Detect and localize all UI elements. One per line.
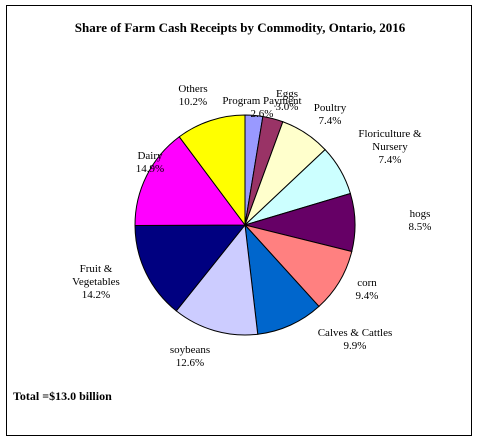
slice-value-label: 3.0% [275,101,299,113]
pie-slice [178,114,246,227]
slice-label: corn [357,277,377,289]
slice-value-label: 10.2% [178,96,208,108]
slice-value-label: 9.4% [355,290,379,302]
slice-value-label: 7.4% [318,115,342,127]
slice-value-label: 7.4% [378,154,402,166]
total-annotation: Total =$13.0 billion [13,389,112,403]
slice-label: Program Payment [222,95,302,107]
slice-value-label: 9.9% [343,340,367,352]
slice-value-label: 14.9% [135,163,165,175]
slice-label: hogs [409,208,431,220]
chart-title: Share of Farm Cash Receipts by Commodity… [74,20,406,35]
slice-value-label: 14.2% [81,289,111,301]
pie-slice [134,136,246,227]
pie-slice [175,223,259,336]
slice-label: soybeans [169,344,211,356]
slice-value-label: 8.5% [408,221,432,233]
slice-label: Others [178,83,208,95]
slice-value-label: 12.6% [175,357,205,369]
slice-label: Calves & Cattles [317,327,393,339]
slice-label: Dairy [137,150,163,162]
chart-frame [6,5,472,436]
slice-label: Floriculture & Nursery [358,128,422,153]
slice-label: Poultry [313,102,347,114]
pie-slice [134,224,247,312]
slice-value-label: 2.6% [250,108,274,120]
slice-label: Eggs [276,88,298,100]
slice-label: Fruit & Vegetables [72,263,120,288]
